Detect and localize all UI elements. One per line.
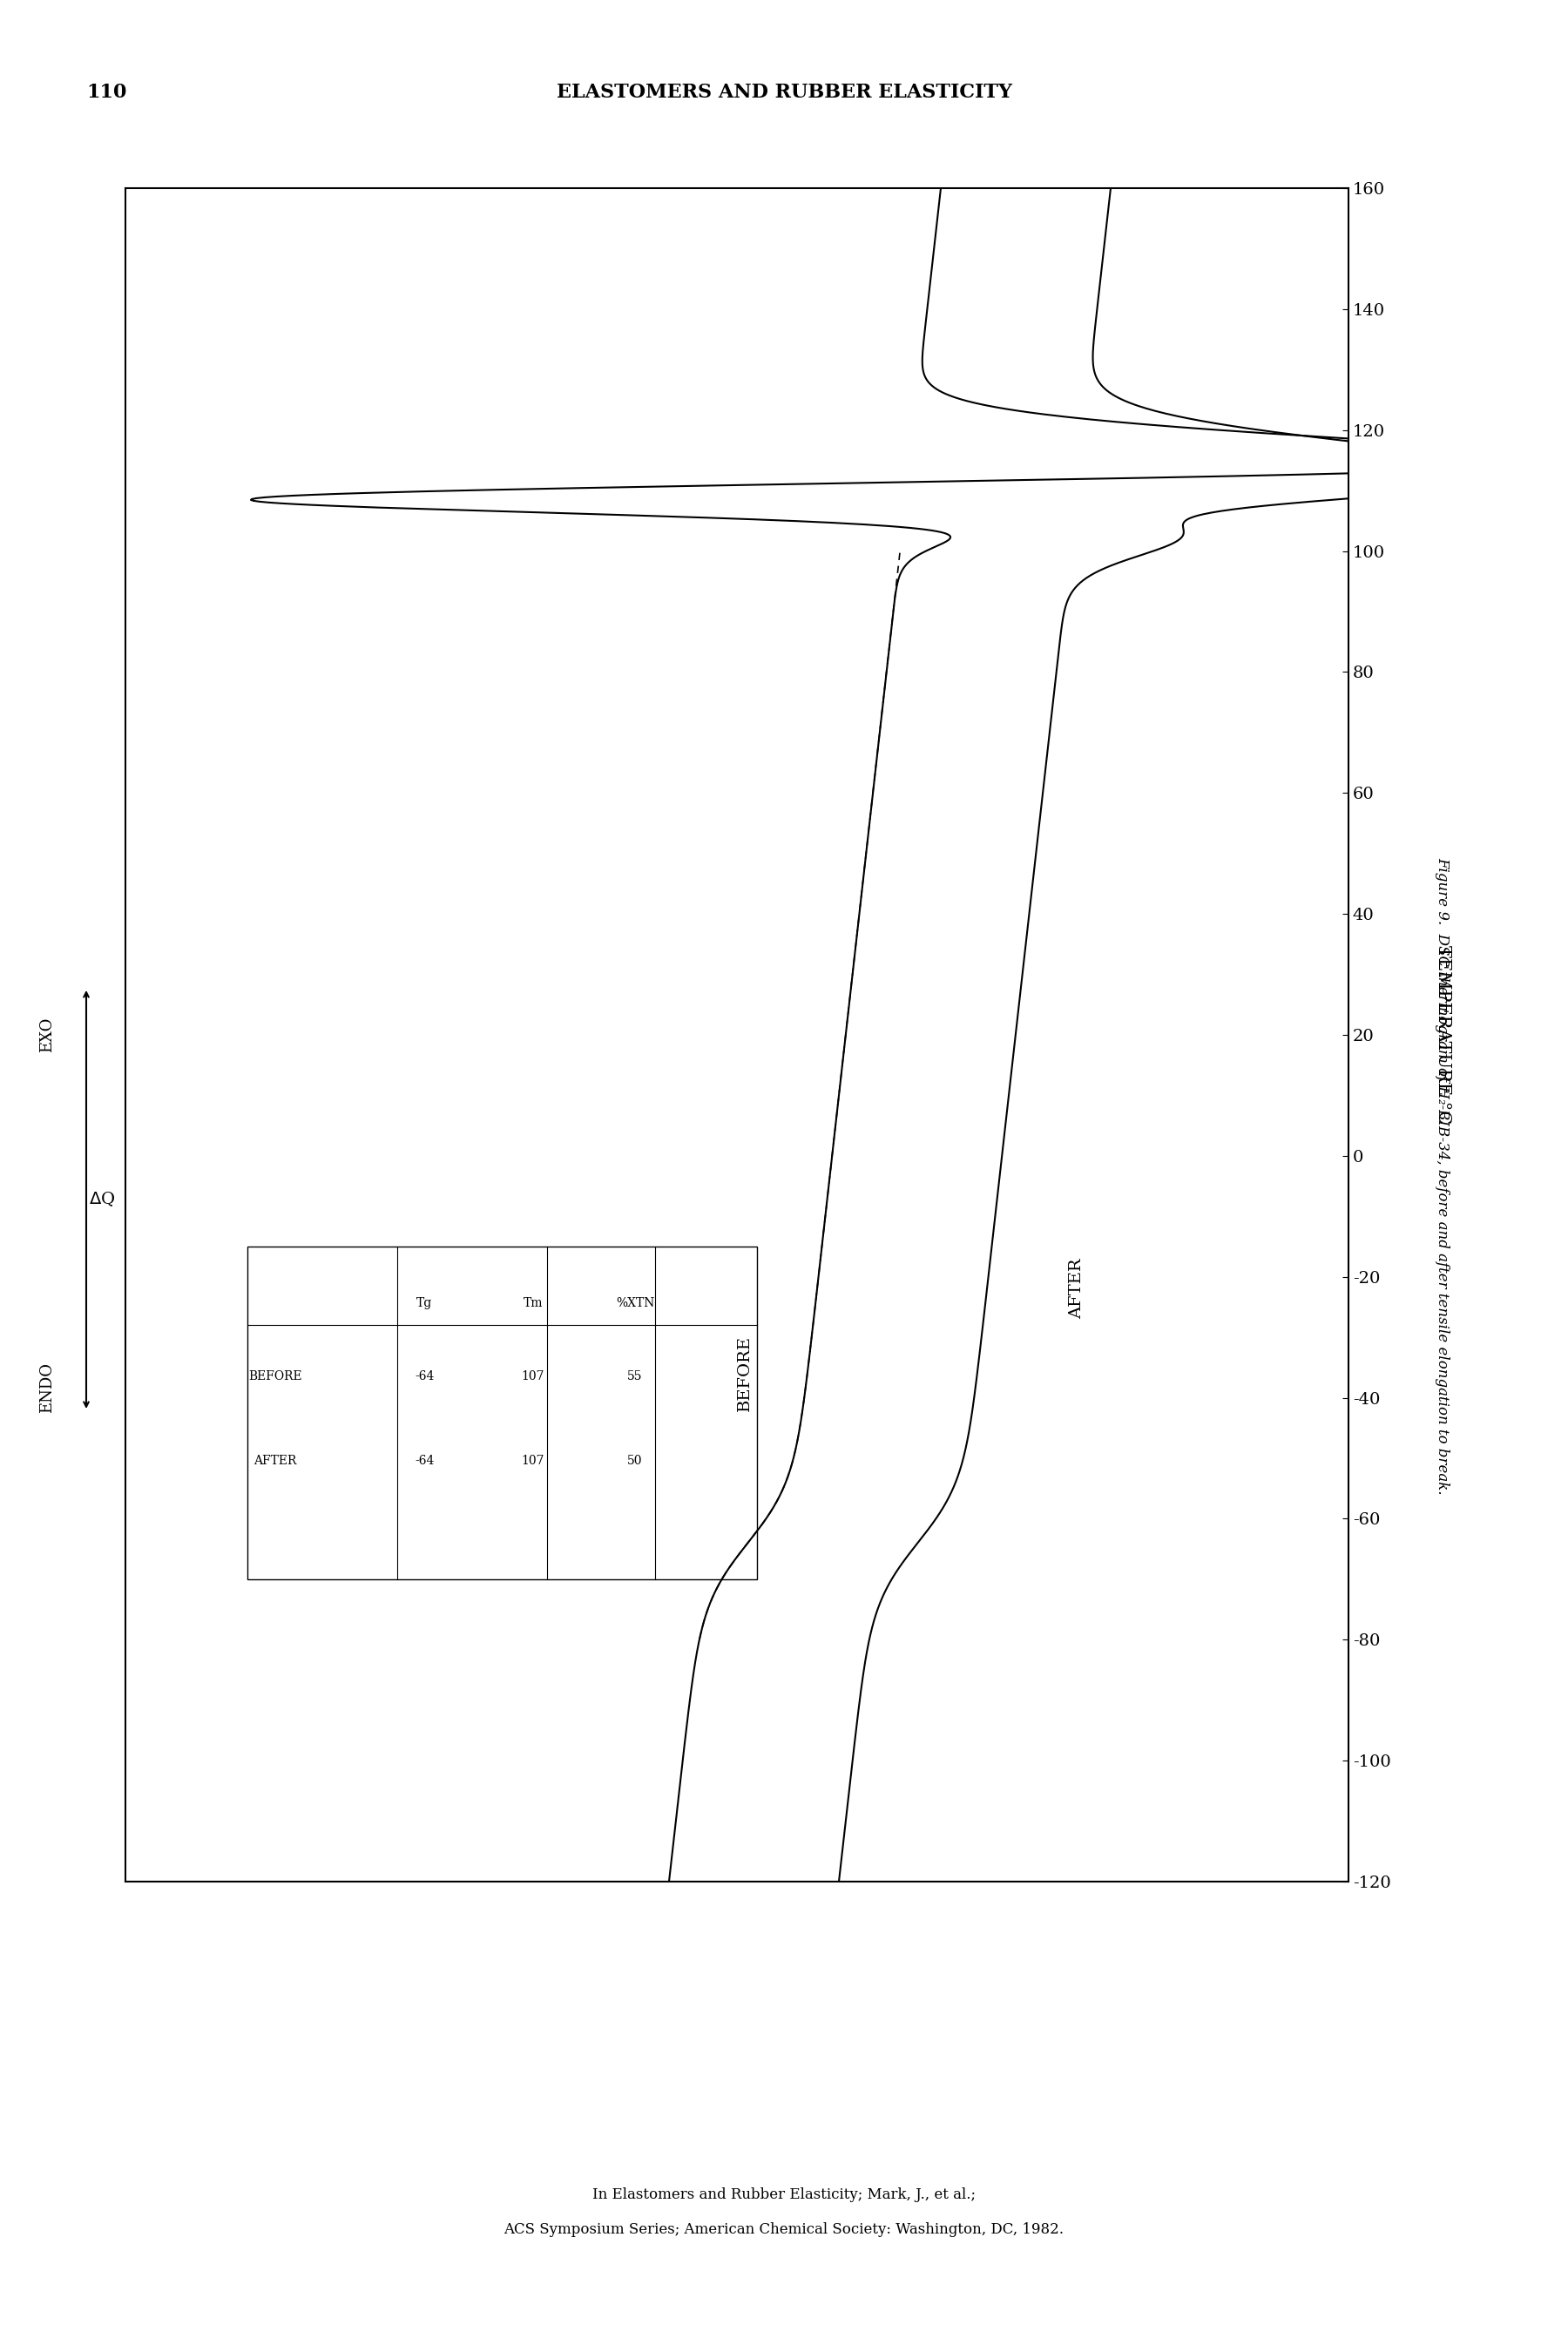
Y-axis label: TEMPERATURE °C: TEMPERATURE °C: [1435, 946, 1452, 1124]
BEFORE: [828, 1089, 847, 1117]
Text: EXO: EXO: [39, 1018, 55, 1051]
AFTER: [999, 1089, 1018, 1117]
BEFORE: [925, 223, 944, 252]
Text: BEFORE: BEFORE: [248, 1369, 301, 1383]
Text: Figure 9.  DSC thermogram of H₂-BIB-34, before and after tensile elongation to b: Figure 9. DSC thermogram of H₂-BIB-34, b…: [1435, 858, 1450, 1494]
AFTER: [829, 1867, 848, 1896]
Text: AFTER: AFTER: [254, 1454, 296, 1468]
Line: AFTER: AFTER: [839, 188, 1557, 1882]
BEFORE: [922, 534, 941, 562]
BEFORE: [925, 223, 944, 252]
BEFORE: [670, 1780, 688, 1809]
Text: In Elastomers and Rubber Elasticity; Mark, J., et al.;: In Elastomers and Rubber Elasticity; Mar…: [593, 2187, 975, 2201]
Text: 107: 107: [522, 1454, 544, 1468]
Text: -64: -64: [414, 1369, 434, 1383]
AFTER: [839, 1780, 858, 1809]
Bar: [248, 1247, 757, 1578]
Text: 110: 110: [86, 82, 127, 101]
Text: Tg: Tg: [417, 1298, 433, 1310]
Text: ELASTOMERS AND RUBBER ELASTICITY: ELASTOMERS AND RUBBER ELASTICITY: [557, 82, 1011, 101]
Text: 55: 55: [627, 1369, 643, 1383]
Text: ACS Symposium Series; American Chemical Society: Washington, DC, 1982.: ACS Symposium Series; American Chemical …: [503, 2223, 1065, 2237]
Text: 50: 50: [627, 1454, 643, 1468]
Text: %XTN: %XTN: [616, 1298, 654, 1310]
AFTER: [1152, 534, 1171, 562]
Text: AFTER: AFTER: [1068, 1258, 1083, 1319]
Text: BEFORE: BEFORE: [737, 1336, 753, 1411]
BEFORE: [660, 1867, 679, 1896]
Line: BEFORE: BEFORE: [251, 188, 1568, 1882]
Text: -64: -64: [414, 1454, 434, 1468]
Text: $\Delta$Q: $\Delta$Q: [89, 1190, 114, 1209]
AFTER: [1101, 174, 1120, 202]
AFTER: [1096, 223, 1115, 252]
BEFORE: [931, 174, 950, 202]
Text: ENDO: ENDO: [39, 1362, 55, 1414]
AFTER: [1096, 223, 1115, 252]
AFTER: [1004, 1044, 1022, 1073]
Text: 107: 107: [522, 1369, 544, 1383]
BEFORE: [834, 1044, 853, 1073]
Text: Tm: Tm: [524, 1298, 543, 1310]
